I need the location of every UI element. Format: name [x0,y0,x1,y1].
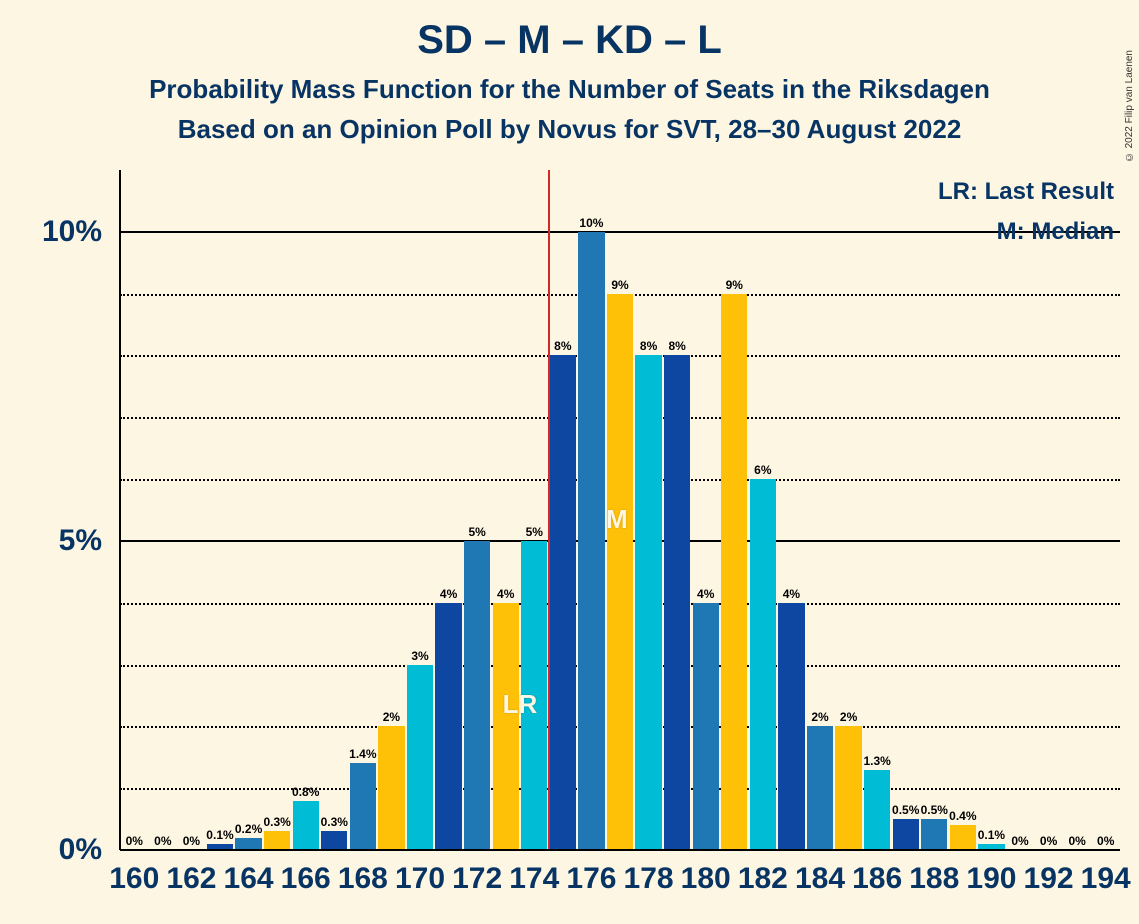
bar: 0.3% [264,831,290,850]
bar: 2% [835,726,861,850]
annotation-lr: LR [503,689,538,720]
x-tick-label: 194 [1081,862,1131,896]
bar-value-label: 0.1% [206,828,233,844]
bar-value-label: 0% [1068,834,1085,850]
bar-value-label: 0% [1011,834,1028,850]
bar-value-label: 3% [411,649,428,665]
bar: 2% [807,726,833,850]
chart-subtitle-1: Probability Mass Function for the Number… [0,74,1139,105]
bar-value-label: 2% [840,710,857,726]
chart-subtitle-2: Based on an Opinion Poll by Novus for SV… [0,114,1139,145]
bar: 4% [693,603,719,850]
x-tick-label: 160 [109,862,159,896]
bar: 0.3% [321,831,347,850]
x-tick-label: 182 [738,862,788,896]
bar: 4% [435,603,461,850]
bar: 8% [635,355,661,850]
bar: 1.4% [350,763,376,850]
bar: 3% [407,665,433,850]
bar-value-label: 10% [579,216,603,232]
x-axis-line [120,849,1120,851]
x-tick-label: 192 [1024,862,1074,896]
bar: 0.8% [293,801,319,850]
bar-value-label: 4% [697,587,714,603]
bar-value-label: 9% [611,278,628,294]
bar: 9% [721,294,747,850]
y-tick-label: 5% [59,524,120,558]
bar-value-label: 1.3% [863,754,890,770]
bar-value-label: 0% [154,834,171,850]
bar: 6% [750,479,776,850]
x-tick-label: 178 [624,862,674,896]
bar-value-label: 0.3% [263,815,290,831]
bar: 10% [578,232,604,850]
bar-value-label: 0% [1040,834,1057,850]
bar-value-label: 0.5% [921,803,948,819]
x-tick-label: 170 [395,862,445,896]
bar-value-label: 8% [668,339,685,355]
bar-value-label: 0.2% [235,822,262,838]
x-tick-label: 176 [566,862,616,896]
bar-value-label: 6% [754,463,771,479]
last-result-line [548,170,550,850]
x-tick-label: 186 [852,862,902,896]
copyright-text: © 2022 Filip van Laenen [1124,50,1135,162]
annotation-median: M [606,504,628,535]
bar-value-label: 5% [526,525,543,541]
chart-title: SD – M – KD – L [0,18,1139,63]
bar-value-label: 8% [554,339,571,355]
bar: 0.4% [950,825,976,850]
chart-plot-area: 0%5%10%LR: Last ResultM: Median0%0%0%0.1… [120,170,1120,850]
bar: 5% [464,541,490,850]
x-tick-label: 190 [966,862,1016,896]
bar: 4% [778,603,804,850]
bar-value-label: 8% [640,339,657,355]
bar: 4% [493,603,519,850]
bar-value-label: 0.1% [978,828,1005,844]
bar: 2% [378,726,404,850]
bar-value-label: 2% [383,710,400,726]
bar-value-label: 0.4% [949,809,976,825]
x-tick-label: 188 [909,862,959,896]
x-tick-label: 184 [795,862,845,896]
x-tick-label: 164 [224,862,274,896]
bar: 0.5% [921,819,947,850]
y-tick-label: 10% [42,215,120,249]
bar-value-label: 0.5% [892,803,919,819]
x-tick-label: 174 [509,862,559,896]
bar-value-label: 2% [811,710,828,726]
x-tick-label: 172 [452,862,502,896]
bar: 8% [550,355,576,850]
bar-value-label: 4% [783,587,800,603]
bar-value-label: 1.4% [349,747,376,763]
x-tick-label: 180 [681,862,731,896]
x-tick-label: 166 [281,862,331,896]
bar-value-label: 4% [497,587,514,603]
bar-value-label: 0.3% [321,815,348,831]
bar: 1.3% [864,770,890,850]
bar-value-label: 9% [726,278,743,294]
bar: 9% [607,294,633,850]
bar-value-label: 0.8% [292,785,319,801]
bar: 8% [664,355,690,850]
bar-value-label: 4% [440,587,457,603]
x-tick-label: 168 [338,862,388,896]
x-tick-label: 162 [166,862,216,896]
y-axis-line [119,170,121,850]
bar: 0.5% [893,819,919,850]
bar-value-label: 0% [1097,834,1114,850]
bar-value-label: 0% [126,834,143,850]
bar-value-label: 5% [468,525,485,541]
bar-value-label: 0% [183,834,200,850]
